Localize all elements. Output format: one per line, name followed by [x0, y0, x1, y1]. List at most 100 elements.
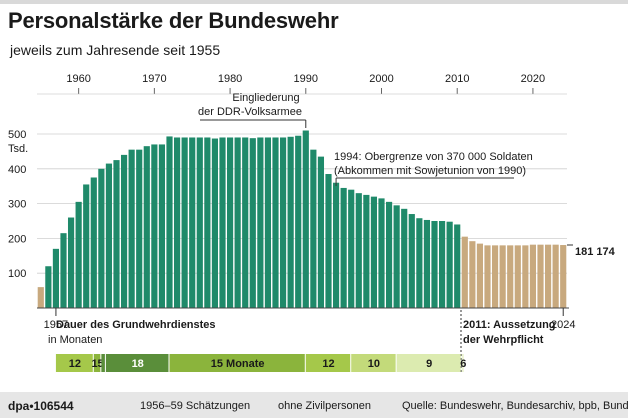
conscription-segment-label: 9	[426, 358, 432, 370]
bar	[363, 194, 370, 308]
conscription-segment	[461, 354, 464, 372]
conscription-segment	[105, 354, 169, 372]
conscription-segment-label: 15 Monate	[211, 358, 265, 370]
conscription-segment	[396, 354, 461, 372]
bar	[378, 198, 385, 308]
bar	[67, 217, 75, 308]
bar	[287, 136, 294, 308]
bar	[219, 137, 226, 308]
bar	[529, 244, 537, 308]
bar	[226, 137, 234, 308]
annotation-reunification-1: Eingliederung	[232, 92, 299, 104]
dpa-id: dpa•106544	[8, 399, 74, 413]
top-year-label: 2010	[445, 73, 469, 85]
conscription-segment	[93, 354, 101, 372]
bar	[90, 177, 97, 308]
bar	[332, 182, 340, 308]
annotation-cap-2: (Abkommen mit Sowjetunion von 1990)	[334, 165, 526, 177]
estimate-note: 1956–59 Schätzungen	[140, 400, 251, 412]
conscription-segment-label: 18	[132, 358, 144, 370]
bar	[552, 244, 559, 308]
conscription-segment	[305, 354, 351, 372]
suspension-label-2: der Wehrpflicht	[463, 334, 544, 346]
bar	[98, 168, 105, 308]
conscription-segment	[101, 354, 105, 372]
y-tick-label: 200	[8, 233, 26, 245]
conscription-segment-label: 10	[368, 358, 380, 370]
bar	[484, 245, 491, 308]
bar	[522, 245, 529, 308]
bar	[264, 137, 272, 308]
bar	[249, 138, 256, 308]
bar	[408, 214, 415, 308]
bar	[302, 130, 309, 308]
year-2024-label: 2024	[551, 319, 575, 331]
annotation-cap-1: 1994: Obergrenze von 370 000 Soldaten	[334, 151, 533, 163]
bar	[310, 149, 317, 308]
y-axis-unit: Tsd.	[8, 143, 28, 155]
bar	[120, 154, 128, 308]
bar	[385, 201, 393, 308]
bar	[173, 137, 181, 308]
bar	[158, 144, 166, 308]
top-year-label: 1970	[142, 73, 166, 85]
bar	[340, 187, 347, 308]
top-year-label: 1990	[294, 73, 318, 85]
bar	[401, 208, 408, 308]
bar	[136, 149, 143, 308]
bar	[60, 233, 67, 308]
conscription-segment-label: 6	[460, 358, 466, 370]
suspension-label-1: 2011: Aussetzung	[463, 319, 556, 331]
bar	[469, 241, 476, 308]
conscription-segment-label: 12	[69, 358, 81, 370]
top-year-label: 2000	[369, 73, 393, 85]
top-bar	[0, 0, 628, 4]
bar	[52, 248, 60, 308]
chart-title: Personalstärke der Bundeswehr	[8, 8, 339, 33]
top-year-label: 2020	[521, 73, 545, 85]
bar	[544, 244, 552, 308]
top-year-label: 1980	[218, 73, 242, 85]
bar	[393, 205, 400, 308]
bar	[431, 221, 438, 308]
conscription-unit: in Monaten	[48, 334, 102, 346]
conscription-segment	[351, 354, 396, 372]
chart-subtitle: jeweils zum Jahresende seit 1955	[10, 42, 221, 58]
bar	[196, 137, 203, 308]
year-1957-label: 1957	[44, 319, 68, 331]
top-year-label: 1960	[66, 73, 90, 85]
bar	[560, 245, 567, 308]
bar	[37, 287, 44, 308]
bar	[279, 137, 287, 308]
bar	[166, 136, 173, 308]
bar	[423, 219, 431, 308]
bar	[181, 137, 188, 308]
y-tick-label: 500	[8, 129, 26, 141]
bar	[189, 137, 196, 308]
y-tick-label: 100	[8, 268, 26, 280]
conscription-segment	[55, 354, 93, 372]
bar	[348, 189, 355, 308]
bar	[476, 243, 484, 308]
value-label-2024: 181 174	[575, 246, 616, 258]
bar	[151, 144, 158, 308]
bar	[128, 149, 135, 308]
bar	[514, 245, 521, 308]
bar	[83, 184, 90, 308]
annotation-reunification-2: der DDR-Volksarmee	[198, 106, 302, 118]
bar	[113, 160, 120, 308]
bar	[537, 244, 544, 308]
bar	[491, 245, 499, 308]
bar	[295, 135, 302, 308]
bar	[461, 236, 468, 308]
source-note: Quelle: Bundeswehr, Bundesarchiv, bpb, B…	[402, 400, 628, 412]
bar	[45, 266, 52, 308]
bar	[317, 156, 325, 308]
bar	[234, 137, 241, 308]
bar	[499, 245, 506, 308]
bar	[211, 138, 219, 308]
bar	[242, 137, 249, 308]
bar	[370, 196, 378, 308]
bar	[204, 137, 211, 308]
bar	[416, 218, 423, 308]
